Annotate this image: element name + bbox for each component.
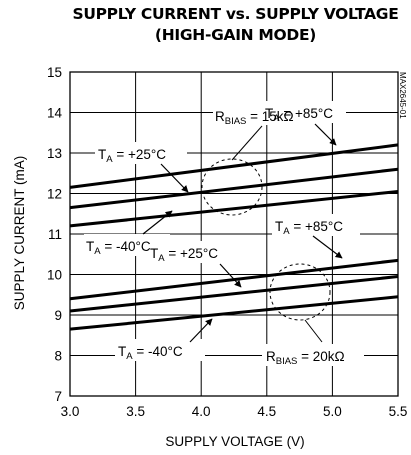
y-axis-label: SUPPLY CURRENT (mA) — [12, 156, 27, 311]
ta25-lower-arrow — [219, 263, 242, 288]
y-tick-label: 15 — [47, 65, 62, 80]
chart-title-line1: SUPPLY CURRENT vs. SUPPLY VOLTAGE — [72, 5, 399, 23]
label-bg — [95, 142, 187, 164]
ta40-lower-label-value: = -40°C — [133, 344, 183, 359]
ta85-lower-label-value: = +85°C — [290, 219, 344, 234]
ta85-upper-label-value: = +85°C — [280, 106, 334, 121]
label-bg — [272, 214, 360, 236]
ta85-lower-label-main: T — [275, 219, 283, 234]
ta85-lower-arrow — [312, 235, 343, 259]
x-tick-label: 3.0 — [61, 404, 80, 419]
ta85-lower-label: TA = +85°C — [275, 219, 343, 237]
ta25-upper-label-value: = +25°C — [113, 147, 167, 162]
rbias15-circle — [201, 158, 263, 216]
y-tick-label: 14 — [47, 106, 63, 121]
x-tick-label: 5.0 — [323, 404, 342, 419]
rbias15-label-subscript: BIAS — [225, 116, 247, 127]
ta40-upper-arrow — [142, 210, 173, 235]
rbias20-label: RBIAS = 20kΩ — [266, 349, 345, 367]
rbias20-label-main: R — [266, 349, 276, 364]
ta25-upper-label-text: TA = +25°C — [98, 147, 166, 165]
rbias15-label-value: = 15kΩ — [246, 109, 293, 124]
ta25-lower-label-value: = +25°C — [165, 246, 219, 261]
ta85-upper-label: TA = +85°C — [265, 106, 333, 124]
label-bg — [115, 339, 205, 361]
ta40-lower-label-subscript: A — [126, 351, 133, 362]
y-tick-label: 13 — [47, 146, 62, 161]
rbias20-leader — [304, 319, 323, 343]
y-tick-label: 10 — [47, 268, 62, 283]
ta85-upper-label-main: T — [265, 106, 273, 121]
ta40-upper-label-value: = -40°C — [101, 239, 151, 254]
y-tick-label: 12 — [47, 187, 62, 202]
x-tick-label: 4.0 — [192, 404, 211, 419]
ta85-upper-label-text: TA = +85°C — [265, 106, 333, 124]
label-bg — [147, 241, 237, 263]
ta40-lower-label-text: TA = -40°C — [118, 344, 183, 362]
series-line — [69, 143, 399, 189]
rbias20-label-text: RBIAS = 20kΩ — [266, 349, 345, 367]
rbias15-label-text: RBIAS = 15kΩ — [215, 109, 294, 127]
ta40-upper-label-text: TA = -40°C — [86, 239, 151, 257]
label-bg — [261, 101, 346, 123]
tick-labels: 3.0 3.5 4.0 4.5 5.0 5.5 7 8 9 10 11 12 13 14 15 — [47, 65, 407, 419]
y-tick-label: 9 — [54, 308, 62, 323]
chart-title-line2: (HIGH-GAIN MODE) — [154, 26, 317, 44]
ta40-lower-label: TA = -40°C — [118, 344, 183, 362]
ta40-lower-arrow — [189, 318, 213, 343]
ta85-lower-label-text: TA = +85°C — [275, 219, 343, 237]
ta40-upper-label-subscript: A — [94, 246, 101, 257]
series-line — [69, 275, 399, 313]
ta25-lower-label-text: TA = +25°C — [150, 246, 218, 264]
ta25-upper-label-subscript: A — [106, 154, 113, 165]
series-line — [69, 295, 399, 331]
ta25-lower-label-subscript: A — [158, 253, 165, 264]
series-line — [69, 189, 399, 228]
rbias15-label: RBIAS = 15kΩ — [215, 109, 294, 127]
rbias15-leader — [231, 125, 263, 161]
rbias15-label-main: R — [215, 109, 225, 124]
x-tick-label: 5.5 — [389, 404, 408, 419]
x-tick-label: 3.5 — [126, 404, 145, 419]
ta40-upper-label-main: T — [86, 239, 94, 254]
rbias20-circle — [269, 263, 331, 321]
label-bg — [262, 344, 364, 366]
ta25-upper-label-main: T — [98, 147, 106, 162]
y-tick-label: 7 — [54, 389, 62, 404]
x-tick-label: 4.5 — [257, 404, 276, 419]
series-line — [69, 167, 399, 210]
series-lines — [69, 143, 399, 331]
rbias20-label-value: = 20kΩ — [297, 349, 344, 364]
ta40-upper-label: TA = -40°C — [86, 239, 151, 257]
ta25-lower-label-main: T — [150, 246, 158, 261]
y-tick-label: 8 — [54, 349, 62, 364]
ta40-lower-label-main: T — [118, 344, 126, 359]
ta25-lower-label: TA = +25°C — [150, 246, 218, 264]
chart-title: SUPPLY CURRENT vs. SUPPLY VOLTAGE (HIGH-… — [60, 4, 411, 46]
x-axis-label: SUPPLY VOLTAGE (V) — [165, 434, 304, 449]
ta85-upper-label-subscript: A — [273, 113, 280, 124]
ta25-upper-arrow — [160, 163, 189, 193]
plot-border — [69, 71, 399, 397]
part-number: MAX2645-01 — [398, 72, 407, 119]
ta85-upper-arrow — [314, 123, 337, 146]
ta85-lower-label-subscript: A — [283, 226, 290, 237]
plot-frame — [69, 71, 399, 397]
ta25-upper-label: TA = +25°C — [98, 147, 166, 165]
y-tick-label: 11 — [48, 227, 62, 242]
rbias20-label-subscript: BIAS — [276, 356, 298, 367]
